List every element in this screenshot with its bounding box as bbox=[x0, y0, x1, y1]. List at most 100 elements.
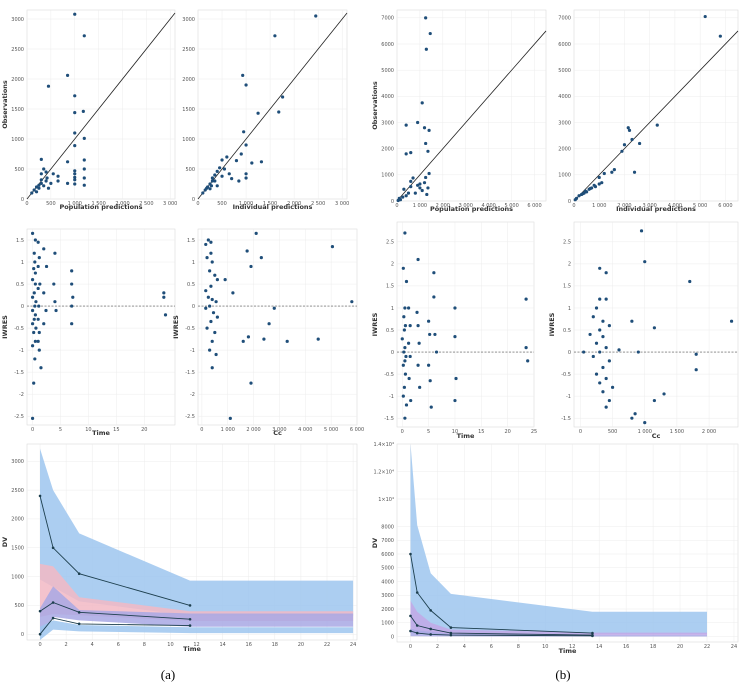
data-point bbox=[234, 159, 239, 163]
data-point bbox=[227, 172, 231, 176]
data-point bbox=[36, 317, 40, 321]
data-point bbox=[209, 319, 213, 324]
data-point bbox=[593, 185, 598, 189]
data-point bbox=[643, 420, 647, 425]
data-point bbox=[432, 295, 436, 299]
y-tick-label: -2 bbox=[190, 392, 195, 398]
data-point bbox=[607, 324, 611, 328]
x-tick-label: 12 bbox=[193, 642, 199, 648]
percentile-line-0 bbox=[39, 495, 191, 606]
data-point bbox=[404, 194, 408, 198]
data-point bbox=[409, 150, 413, 155]
data-point bbox=[280, 95, 285, 99]
y-tick-label: 1500 bbox=[182, 107, 195, 113]
data-point bbox=[591, 354, 595, 359]
data-point bbox=[209, 240, 213, 244]
y-tick-label: 6000 bbox=[558, 42, 571, 48]
data-point bbox=[42, 247, 46, 251]
data-point bbox=[34, 300, 38, 304]
y-tick-label: 1000 bbox=[558, 173, 571, 179]
data-point bbox=[32, 291, 36, 295]
x-axis-label: Time bbox=[457, 432, 475, 440]
data-point bbox=[428, 379, 432, 383]
data-point bbox=[205, 326, 209, 330]
data-point bbox=[241, 73, 245, 77]
x-tick-label: 2 bbox=[436, 644, 439, 650]
y-tick-label: 1000 bbox=[11, 574, 24, 580]
prediction-band-1 bbox=[410, 600, 707, 636]
percentile-point bbox=[449, 626, 453, 629]
data-point bbox=[218, 166, 222, 170]
data-point bbox=[162, 295, 166, 299]
data-point bbox=[416, 183, 420, 187]
data-point bbox=[404, 152, 408, 156]
data-point bbox=[211, 311, 216, 315]
x-tick-label: 10 bbox=[85, 427, 91, 433]
x-tick-label: 0 bbox=[395, 203, 398, 209]
data-point bbox=[42, 291, 46, 295]
x-tick-label: 22 bbox=[704, 644, 710, 650]
x-tick-label: 20 bbox=[504, 429, 510, 435]
x-tick-label: 10 bbox=[542, 644, 548, 650]
x-tick-label: 4 bbox=[463, 644, 466, 650]
data-point bbox=[620, 149, 624, 153]
identity-line bbox=[26, 12, 176, 200]
y-tick-label: -0.5 bbox=[14, 326, 24, 332]
data-point bbox=[209, 284, 213, 288]
data-point bbox=[267, 322, 271, 326]
x-tick-label: 2 500 bbox=[311, 201, 325, 207]
y-tick-label: 1 bbox=[568, 306, 571, 312]
data-point bbox=[424, 16, 428, 20]
data-point bbox=[39, 178, 43, 182]
x-axis-label: Cc bbox=[652, 432, 661, 440]
y-tick-label: 0 bbox=[391, 634, 394, 640]
x-axis-label: Time bbox=[559, 647, 577, 655]
data-point bbox=[406, 306, 411, 310]
data-point bbox=[424, 47, 428, 51]
data-point bbox=[602, 171, 606, 176]
x-tick-label: 0 bbox=[31, 427, 34, 433]
data-point bbox=[73, 111, 77, 115]
x-tick-label: 4 000 bbox=[482, 203, 496, 209]
data-point bbox=[350, 300, 354, 304]
data-point bbox=[273, 34, 277, 38]
x-tick-label: 500 bbox=[217, 201, 227, 207]
data-point bbox=[416, 257, 420, 262]
data-point bbox=[205, 256, 209, 260]
data-point bbox=[404, 403, 409, 407]
y-tick-label: 2500 bbox=[182, 47, 195, 53]
x-tick-label: 22 bbox=[324, 642, 330, 648]
data-point bbox=[230, 177, 234, 181]
data-point bbox=[402, 350, 406, 354]
y-axis-label: IWRES bbox=[371, 312, 379, 336]
data-point bbox=[402, 187, 406, 191]
data-point bbox=[32, 188, 36, 192]
y-tick-label: 2000 bbox=[11, 517, 24, 523]
data-point bbox=[581, 192, 585, 196]
data-point bbox=[622, 143, 627, 147]
x-tick-label: 1 000 bbox=[68, 201, 82, 207]
data-point bbox=[65, 73, 70, 77]
data-point bbox=[208, 348, 212, 352]
data-point bbox=[597, 175, 601, 180]
x-tick-label: 6 bbox=[117, 642, 120, 648]
data-point bbox=[404, 123, 408, 127]
data-point bbox=[209, 251, 213, 255]
data-point bbox=[598, 350, 602, 354]
y-tick-label: 1000 bbox=[11, 137, 24, 143]
y-tick-label: 3000 bbox=[381, 120, 394, 126]
data-point bbox=[82, 167, 86, 171]
data-point bbox=[223, 278, 227, 282]
y-tick-label: 4000 bbox=[558, 94, 571, 100]
percentile-point bbox=[77, 611, 81, 614]
x-tick-label: 5 000 bbox=[504, 203, 518, 209]
percentile-point bbox=[38, 609, 42, 613]
y-tick-label: 500 bbox=[14, 603, 24, 609]
y-tick-label: -1 bbox=[19, 348, 24, 354]
x-tick-label: 5 000 bbox=[693, 203, 707, 209]
x-tick-label: 4 bbox=[91, 642, 94, 648]
data-point bbox=[652, 398, 656, 403]
percentile-point bbox=[51, 616, 55, 620]
data-point bbox=[70, 269, 74, 273]
